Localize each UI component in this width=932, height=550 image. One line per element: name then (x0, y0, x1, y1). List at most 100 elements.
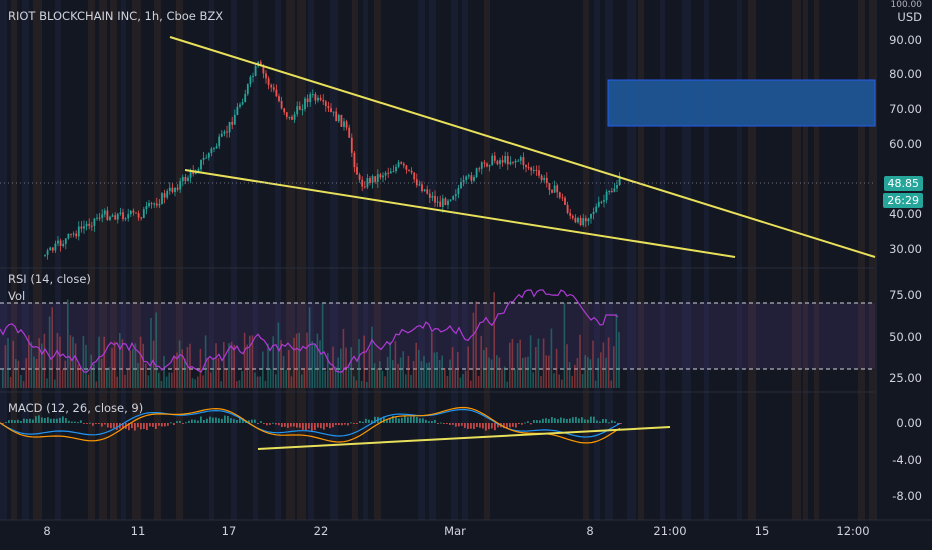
currency-label[interactable]: USD (897, 10, 922, 24)
volume-bar (550, 328, 553, 388)
volume-bar (308, 307, 311, 388)
macd-histogram-bar (77, 422, 79, 424)
candle-body (72, 233, 75, 235)
candle-body (298, 106, 301, 110)
volume-bar (405, 374, 407, 388)
session-stripe (583, 0, 589, 520)
volume-bar (402, 351, 404, 388)
candle-body (306, 98, 309, 103)
candle-body (603, 200, 605, 202)
rsi-band (0, 303, 875, 369)
macd-panel (0, 406, 622, 444)
macd-histogram-bar (260, 421, 262, 423)
session-stripe (132, 0, 141, 520)
candle-body (283, 108, 286, 113)
macd-histogram-bar (467, 423, 469, 429)
macd-histogram-bar (335, 423, 337, 426)
volume-bar (264, 380, 267, 388)
macd-histogram-bar (278, 423, 280, 426)
volume-bar (210, 372, 212, 388)
candle-body (145, 206, 148, 210)
macd-histogram-bar (416, 416, 418, 423)
candle-body (387, 172, 390, 174)
candle-body (75, 233, 78, 237)
candle-body (470, 175, 473, 181)
candle-body (44, 254, 46, 256)
session-stripe (594, 0, 600, 520)
candle-body (530, 167, 533, 171)
candle-body (361, 179, 364, 187)
macd-histogram-bar (584, 419, 586, 423)
volume-bar (519, 339, 521, 388)
vol-label[interactable]: Vol (8, 289, 26, 303)
volume-bar (48, 316, 51, 388)
session-stripe (737, 0, 742, 520)
volume-bar (423, 355, 425, 388)
session-stripe (154, 0, 161, 520)
volume-bar (384, 376, 386, 388)
volume-bar (506, 381, 508, 388)
volume-bar (542, 338, 545, 388)
session-stripe (660, 0, 665, 520)
candle-body (137, 213, 140, 218)
candle-body (527, 167, 530, 169)
volume-bar (22, 381, 25, 388)
macd-histogram-bar (122, 423, 124, 429)
candle-body (473, 177, 475, 181)
volume-bar (82, 336, 85, 388)
price-tick: 90.00 (889, 33, 922, 47)
volume-bar (77, 364, 79, 388)
session-stripe (121, 0, 126, 520)
macd-histogram-bar (62, 416, 64, 423)
candle-body (330, 108, 332, 112)
macd-histogram-bar (164, 423, 166, 427)
volume-bar (111, 348, 113, 388)
macd-histogram-bar (107, 423, 109, 428)
volume-bar (142, 343, 144, 388)
volume-bar (454, 368, 456, 388)
volume-bar (475, 301, 477, 388)
macd-histogram-bar (572, 417, 574, 423)
session-stripe (352, 0, 358, 520)
macd-histogram-bar (152, 423, 154, 427)
candle-body (197, 169, 200, 173)
candle-body (88, 223, 91, 226)
volume-bar (116, 376, 118, 388)
symbol-title[interactable]: RIOT BLOCKCHAIN INC, 1h, Cboe BZX (8, 9, 224, 23)
macd-histogram-bar (512, 423, 514, 427)
macd-label[interactable]: MACD (12, 26, close, 9) (8, 401, 144, 415)
volume-bar (347, 364, 350, 388)
macd-histogram-bar (23, 418, 25, 423)
volume-bar (394, 341, 397, 388)
rsi-label[interactable]: RSI (14, close) (8, 272, 91, 286)
candle-body (348, 127, 351, 138)
candle-body (155, 203, 158, 206)
candle-body (486, 163, 488, 167)
macd-histogram-bar (422, 418, 424, 423)
drawings-layer[interactable] (169, 36, 876, 450)
volume-bar (54, 379, 56, 388)
price-tick: 80.00 (889, 67, 922, 81)
candle-body (447, 200, 449, 205)
volume-bar (618, 332, 620, 388)
candle-body (548, 183, 551, 191)
candle-body (457, 188, 460, 195)
volume-bar (493, 292, 495, 388)
candle-body (122, 212, 124, 220)
candle-body (595, 206, 598, 212)
candle-body (465, 176, 468, 181)
candle-body (241, 102, 244, 105)
volume-bar (28, 335, 30, 388)
volume-bar (535, 347, 537, 388)
candle-body (374, 176, 377, 182)
session-stripe (605, 0, 613, 520)
macd-histogram-bar (392, 415, 394, 423)
macd-histogram-bar (95, 423, 97, 424)
macd-histogram-bar (344, 423, 346, 425)
candle-body (514, 160, 517, 163)
macd-histogram-bar (59, 417, 61, 423)
candle-body (519, 157, 522, 161)
candle-body (371, 176, 374, 183)
macd-histogram-bar (83, 423, 85, 424)
